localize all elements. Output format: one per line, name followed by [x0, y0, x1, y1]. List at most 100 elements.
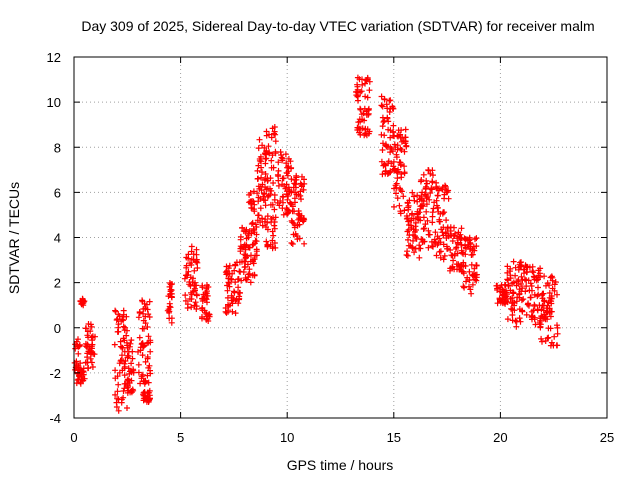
data-point [168, 315, 175, 322]
x-axis-title: GPS time / hours [287, 457, 394, 473]
data-point [469, 281, 476, 288]
data-point [222, 308, 229, 315]
data-point [262, 160, 269, 167]
data-point [275, 182, 282, 189]
data-point [535, 284, 541, 291]
data-point [403, 252, 410, 258]
data-point [268, 157, 275, 164]
data-point [398, 147, 405, 153]
data-point [499, 289, 506, 296]
data-point [120, 357, 126, 364]
data-point [381, 161, 388, 168]
data-point [454, 240, 461, 247]
data-point [257, 153, 264, 160]
data-point [145, 379, 152, 386]
data-point [523, 311, 530, 318]
data-point [355, 97, 361, 104]
x-tick-label: 5 [177, 430, 184, 445]
data-point [238, 277, 245, 284]
data-point [144, 324, 151, 330]
data-point [392, 182, 399, 189]
data-point [300, 218, 307, 225]
data-point [507, 275, 514, 282]
data-point [418, 236, 425, 243]
data-point [186, 279, 193, 285]
data-point [235, 300, 242, 307]
data-point [265, 143, 272, 150]
data-point [387, 97, 394, 104]
data-point [183, 272, 190, 279]
data-point [462, 244, 469, 251]
data-point [379, 123, 386, 130]
data-point [225, 265, 232, 272]
data-point [113, 404, 120, 410]
data-point [255, 194, 262, 201]
data-point [248, 221, 255, 227]
data-point [406, 232, 413, 239]
data-point [548, 273, 555, 280]
data-point [185, 268, 192, 275]
data-point [85, 365, 92, 371]
data-point [277, 198, 284, 204]
data-point [224, 270, 231, 277]
data-point [112, 308, 119, 315]
data-point [125, 348, 132, 355]
data-point [294, 233, 300, 239]
y-tick-label: 2 [54, 276, 61, 291]
data-point [289, 241, 296, 247]
data-point [433, 252, 440, 259]
data-point [120, 335, 127, 342]
data-point [146, 298, 153, 305]
data-point [192, 299, 199, 306]
data-point [269, 243, 276, 250]
data-point [120, 323, 127, 330]
data-point [231, 289, 238, 296]
data-point [114, 316, 121, 322]
data-point [237, 248, 244, 255]
data-point [404, 252, 411, 259]
data-point [420, 203, 427, 210]
data-point [202, 289, 209, 296]
data-point [259, 169, 265, 176]
data-point [225, 275, 232, 282]
y-tick-label: -4 [49, 411, 61, 426]
data-point [453, 244, 460, 251]
data-point [120, 313, 127, 320]
data-point [379, 171, 386, 178]
y-tick-label: 0 [54, 321, 61, 336]
data-point [145, 333, 152, 340]
data-point [293, 191, 300, 198]
data-point [522, 288, 529, 295]
data-point [530, 273, 537, 280]
data-point [442, 183, 449, 190]
y-tick-label: -2 [49, 366, 61, 381]
data-point [554, 330, 561, 337]
data-point [362, 93, 369, 100]
data-point [112, 367, 119, 374]
data-point [264, 177, 271, 184]
data-point [354, 86, 361, 93]
data-point [124, 405, 130, 411]
data-point [124, 384, 131, 391]
data-point [256, 136, 263, 143]
data-point [116, 369, 123, 376]
data-point [420, 214, 427, 221]
data-point [449, 252, 456, 259]
data-point [470, 273, 477, 280]
data-point [248, 204, 255, 211]
data-point [411, 197, 418, 204]
data-point [184, 305, 191, 311]
data-point [397, 210, 404, 217]
data-point [497, 298, 504, 305]
data-point [279, 205, 286, 212]
data-point [115, 396, 122, 403]
y-tick-label: 4 [54, 231, 61, 246]
data-point [363, 77, 370, 84]
data-point [232, 279, 239, 286]
data-point [364, 126, 371, 133]
axis-ticks [73, 56, 608, 419]
data-point [130, 387, 137, 394]
data-point [517, 259, 523, 266]
data-point [529, 263, 536, 270]
data-point [472, 276, 479, 283]
